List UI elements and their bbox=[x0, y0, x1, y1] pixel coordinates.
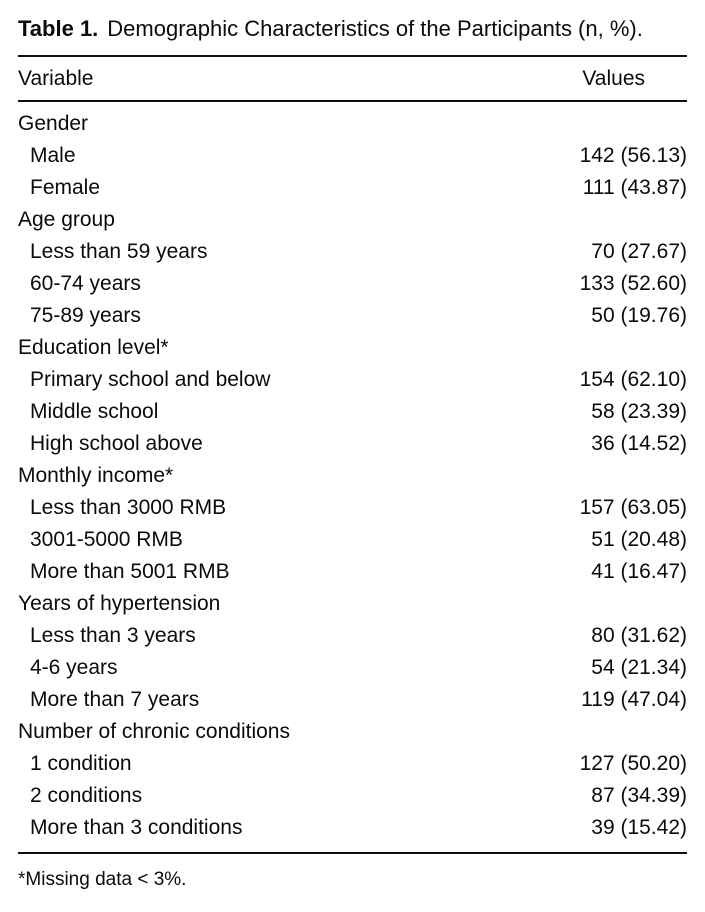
row-value: 39 (15.42) bbox=[591, 816, 687, 839]
table-row: Female 111 (43.87) bbox=[18, 172, 687, 204]
row-value: 50 (19.76) bbox=[591, 304, 687, 327]
table-body: Gender Male 142 (56.13) Female 111 (43.87) Ag… bbox=[18, 102, 687, 852]
table-row: 2 conditions 87 (34.39) bbox=[18, 780, 687, 812]
table-title-text: Demographic Characteristics of the Parti… bbox=[107, 16, 643, 41]
group-header-row: Monthly income* bbox=[18, 460, 687, 492]
group-header-row: Education level* bbox=[18, 332, 687, 364]
row-label: Male bbox=[30, 144, 76, 167]
group-header-label: Monthly income* bbox=[18, 464, 174, 487]
row-label: High school above bbox=[30, 432, 203, 455]
row-label: 2 conditions bbox=[30, 784, 143, 807]
table-row: Less than 59 years 70 (27.67) bbox=[18, 236, 687, 268]
table-row: More than 3 conditions 39 (15.42) bbox=[18, 812, 687, 844]
row-label: 75-89 years bbox=[30, 304, 141, 327]
row-value: 142 (56.13) bbox=[579, 144, 687, 167]
bottom-rule bbox=[18, 852, 687, 854]
column-header-row: Variable Values bbox=[18, 57, 687, 100]
table-title: Table 1. Demographic Characteristics of t… bbox=[18, 14, 687, 44]
row-label: More than 3 conditions bbox=[30, 816, 243, 839]
row-value: 154 (62.10) bbox=[579, 368, 687, 391]
row-value: 41 (16.47) bbox=[591, 560, 687, 583]
table-row: Less than 3 years 80 (31.62) bbox=[18, 620, 687, 652]
header-rule bbox=[18, 100, 687, 102]
table-row: Primary school and below 154 (62.10) bbox=[18, 364, 687, 396]
row-label: Less than 3 years bbox=[30, 624, 196, 647]
table-row: Less than 3000 RMB 157 (63.05) bbox=[18, 492, 687, 524]
row-label: More than 5001 RMB bbox=[30, 560, 230, 583]
row-value: 87 (34.39) bbox=[591, 784, 687, 807]
row-label: 1 condition bbox=[30, 752, 132, 775]
row-value: 36 (14.52) bbox=[591, 432, 687, 455]
table-row: Middle school 58 (23.39) bbox=[18, 396, 687, 428]
row-value: 111 (43.87) bbox=[582, 176, 687, 199]
column-header-variable: Variable bbox=[18, 66, 94, 90]
row-value: 133 (52.60) bbox=[579, 272, 687, 295]
top-rule bbox=[18, 55, 687, 57]
table-row: More than 7 years 119 (47.04) bbox=[18, 684, 687, 716]
row-value: 54 (21.34) bbox=[591, 656, 687, 679]
row-value: 51 (20.48) bbox=[591, 528, 687, 551]
row-label: More than 7 years bbox=[30, 688, 200, 711]
group-header-row: Years of hypertension bbox=[18, 588, 687, 620]
table-row: High school above 36 (14.52) bbox=[18, 428, 687, 460]
row-value: 127 (50.20) bbox=[579, 752, 687, 775]
row-value: 119 (47.04) bbox=[581, 688, 687, 711]
group-header-row: Gender bbox=[18, 108, 687, 140]
row-value: 58 (23.39) bbox=[591, 400, 687, 423]
table-title-number: Table 1. bbox=[18, 16, 99, 41]
column-header-values: Values bbox=[582, 66, 645, 90]
table-row: 3001-5000 RMB 51 (20.48) bbox=[18, 524, 687, 556]
table-footnote: *Missing data < 3%. bbox=[18, 869, 187, 890]
table-row: More than 5001 RMB 41 (16.47) bbox=[18, 556, 687, 588]
group-header-row: Age group bbox=[18, 204, 687, 236]
row-label: Middle school bbox=[30, 400, 159, 423]
row-value: 157 (63.05) bbox=[579, 496, 687, 519]
group-header-label: Number of chronic conditions bbox=[18, 720, 290, 743]
group-header-label: Age group bbox=[18, 208, 115, 231]
table-row: 4-6 years 54 (21.34) bbox=[18, 652, 687, 684]
table-row: 1 condition 127 (50.20) bbox=[18, 748, 687, 780]
row-label: 4-6 years bbox=[30, 656, 118, 679]
row-value: 80 (31.62) bbox=[591, 624, 687, 647]
row-label: Less than 59 years bbox=[30, 240, 208, 263]
row-label: Primary school and below bbox=[30, 368, 271, 391]
row-value: 70 (27.67) bbox=[591, 240, 687, 263]
table-row: 60-74 years 133 (52.60) bbox=[18, 268, 687, 300]
paper-page: Table 1. Demographic Characteristics of t… bbox=[18, 14, 687, 890]
group-header-label: Gender bbox=[18, 112, 89, 135]
table-row: Male 142 (56.13) bbox=[18, 140, 687, 172]
row-label: Less than 3000 RMB bbox=[30, 496, 227, 519]
group-header-label: Education level* bbox=[18, 336, 169, 359]
row-label: 3001-5000 RMB bbox=[30, 528, 183, 551]
group-header-label: Years of hypertension bbox=[18, 592, 221, 615]
group-header-row: Number of chronic conditions bbox=[18, 716, 687, 748]
row-label: 60-74 years bbox=[30, 272, 141, 295]
row-label: Female bbox=[30, 176, 101, 199]
table-row: 75-89 years 50 (19.76) bbox=[18, 300, 687, 332]
